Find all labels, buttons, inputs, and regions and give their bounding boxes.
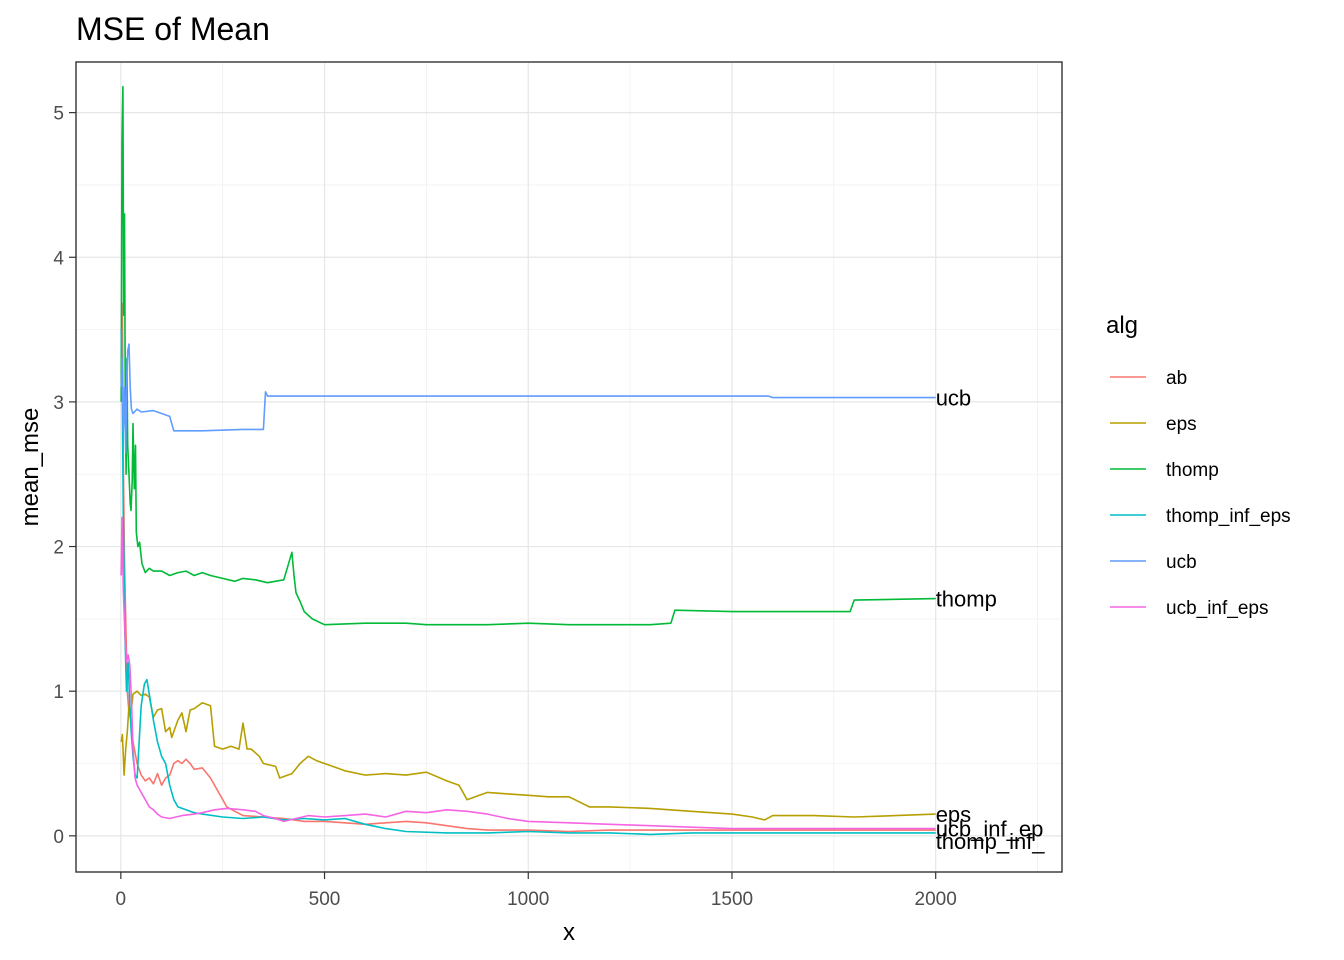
end-label-thomp_inf_eps: thomp_inf_ [936,829,1046,854]
plot-panel-border [75,61,1063,873]
series-line-ucb_inf_eps [120,516,936,830]
legend-label-thomp: thomp [1166,460,1219,481]
y-tick-label: 5 [53,104,64,125]
series-line-thomp [120,85,936,626]
series-line-ucb [120,343,936,454]
x-axis-ticks: 0 500 1000 1500 2000 [116,872,957,910]
legend-label-ab: ab [1166,368,1187,389]
x-tick-label: 2000 [915,889,957,910]
series-end-labels: eps thomp thomp_inf_ ucb ucb_inf_ep [936,386,1046,854]
chart-title: MSE of Mean [76,11,270,47]
legend-title: alg [1106,312,1138,339]
x-tick-label: 1000 [507,889,549,910]
end-label-ucb_inf_eps: ucb_inf_ep [936,817,1044,842]
x-tick-label: 500 [309,889,341,910]
legend-label-ucb: ucb [1166,552,1197,573]
y-axis-title: mean_mse [17,408,44,527]
y-tick-label: 3 [53,393,64,414]
end-label-thomp: thomp [936,587,997,612]
x-tick-label: 1500 [711,889,753,910]
x-tick-label: 0 [116,889,127,910]
series-line-thomp_inf_eps [120,329,936,836]
end-label-ucb: ucb [936,386,971,411]
y-tick-label: 1 [53,682,64,703]
y-tick-label: 0 [53,827,64,848]
y-tick-label: 4 [53,248,64,269]
legend-label-eps: eps [1166,414,1197,435]
legend-label-thomp_inf_eps: thomp_inf_eps [1166,506,1291,527]
y-axis-ticks: 0 1 2 3 4 5 [53,104,76,848]
major-gridlines [76,62,1062,872]
legend-label-ucb_inf_eps: ucb_inf_eps [1166,598,1268,619]
minor-gridlines [76,62,1062,872]
series-lines [120,85,936,836]
y-tick-label: 2 [53,538,64,559]
end-label-eps: eps [936,802,971,827]
x-axis-title: x [563,919,575,946]
